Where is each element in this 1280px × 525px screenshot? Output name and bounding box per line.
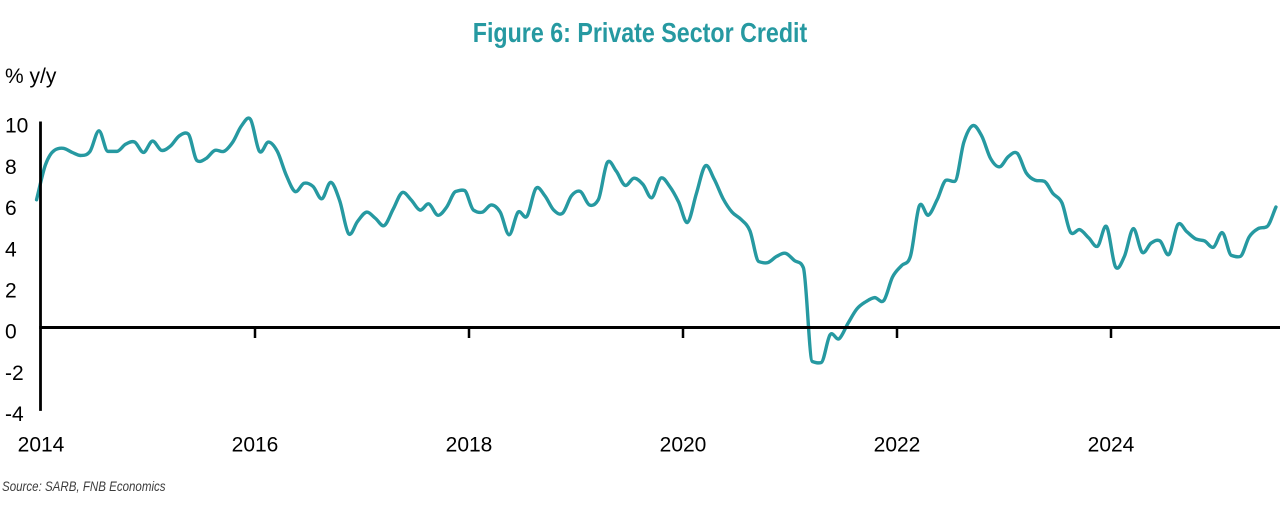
x-tick-label: 2018 [446, 434, 493, 457]
y-tick-label: 6 [5, 197, 17, 220]
y-tick-label: -4 [5, 403, 24, 426]
chart-title: Figure 6: Private Sector Credit [472, 17, 808, 48]
x-tick-label: 2014 [18, 434, 65, 457]
x-tick-label: 2020 [660, 434, 707, 457]
series-line [34, 116, 1278, 365]
x-tick-label: 2016 [232, 434, 279, 457]
y-tick-label: -2 [5, 362, 24, 385]
x-tick-label: 2024 [1088, 434, 1135, 457]
y-tick-label: 8 [5, 156, 17, 179]
y-tick-label: 2 [5, 280, 17, 303]
source-note: Source: SARB, FNB Economics [2, 479, 166, 494]
y-tick-label: 10 [5, 115, 28, 138]
x-tick-label: 2022 [874, 434, 921, 457]
y-axis-title: % y/y [5, 65, 57, 88]
y-tick-label: 4 [5, 238, 17, 261]
y-tick-label: 0 [5, 321, 17, 344]
